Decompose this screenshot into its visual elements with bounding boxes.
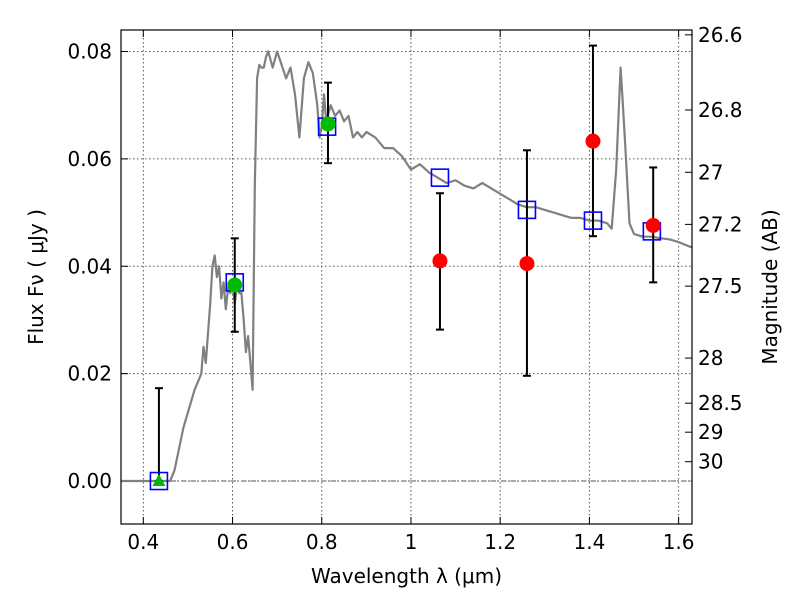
x-tick-label: 1.4 bbox=[573, 530, 605, 554]
right-tick-label: 26.6 bbox=[698, 23, 743, 47]
y-tick-label: 0.00 bbox=[67, 469, 112, 493]
right-tick-label: 27 bbox=[698, 160, 723, 184]
x-tick-label: 0.6 bbox=[217, 530, 249, 554]
x-tick-label: 0.4 bbox=[127, 530, 159, 554]
model-photometry-square bbox=[149, 471, 169, 491]
x-tick-label: 0.8 bbox=[306, 530, 338, 554]
y-tick-label: 0.06 bbox=[67, 147, 112, 171]
y-axis-label-right: Magnitude (AB) bbox=[758, 209, 782, 364]
model-photometry-square bbox=[430, 168, 450, 187]
x-tick-label: 1.6 bbox=[663, 530, 695, 554]
low-significance-point bbox=[432, 253, 448, 269]
model-photometry-square bbox=[517, 200, 537, 220]
detection-point bbox=[320, 116, 336, 132]
low-significance-point bbox=[519, 256, 535, 272]
plot-frame bbox=[120, 29, 693, 525]
y-tick-label: 0.04 bbox=[67, 254, 112, 278]
errorbar-layer bbox=[154, 44, 658, 483]
model-photometry-square bbox=[583, 211, 603, 230]
marker-layer bbox=[149, 116, 662, 491]
right-tick-label: 28 bbox=[698, 346, 723, 370]
low-significance-point bbox=[645, 217, 661, 233]
right-tick-label: 29 bbox=[698, 420, 723, 444]
y-tick-label: 0.02 bbox=[67, 362, 112, 386]
x-tick-label: 1 bbox=[405, 530, 418, 554]
right-tick-label: 26.8 bbox=[698, 98, 743, 122]
x-axis-label: Wavelength λ (μm) bbox=[311, 564, 502, 588]
low-significance-point bbox=[585, 133, 601, 149]
y-tick-label: 0.08 bbox=[67, 39, 112, 63]
right-tick-label: 27.2 bbox=[698, 212, 743, 236]
upper-limit-triangle bbox=[152, 474, 166, 487]
grid-layer bbox=[121, 30, 692, 524]
right-tick-label: 30 bbox=[698, 450, 723, 474]
ticks-layer: 0.4 0.6 0.8 1 1.2 1.4 1.6 0.00 0.02 0.04 0.06 0.08 2… bbox=[67, 23, 742, 554]
right-tick-label: 28.5 bbox=[698, 391, 743, 415]
right-tick-label: 27.5 bbox=[698, 274, 743, 298]
x-tick-label: 1.2 bbox=[484, 530, 516, 554]
detection-point bbox=[227, 277, 243, 293]
y-axis-label: Flux Fν ( μJy ) bbox=[24, 209, 48, 345]
